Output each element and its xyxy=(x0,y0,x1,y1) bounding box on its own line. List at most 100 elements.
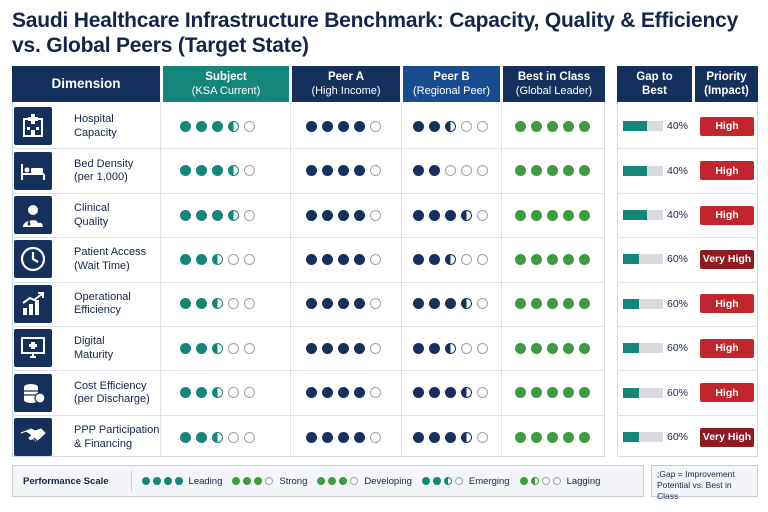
rating-dot xyxy=(429,431,440,443)
dimension-label: Cost Efficiency (per Discharge) xyxy=(74,380,150,407)
legend-dot xyxy=(317,477,326,485)
rating-dot xyxy=(429,253,440,265)
rating-dot xyxy=(461,165,472,177)
legend-dots xyxy=(141,477,183,485)
rating-dot xyxy=(413,342,424,354)
rating-dot xyxy=(338,431,349,443)
rating-dot xyxy=(338,253,349,265)
page-title: Saudi Healthcare Infrastructure Benchmar… xyxy=(12,9,739,57)
dimension-label-line: Capacity xyxy=(74,126,117,139)
priority-badge: Very High xyxy=(700,249,754,269)
rating-dot xyxy=(370,253,381,265)
rating-dot xyxy=(445,165,456,177)
dimension-label-line: Operational xyxy=(74,290,131,303)
gap-value: 60% xyxy=(667,431,689,443)
rating-dot xyxy=(531,431,542,443)
rating-dot xyxy=(413,431,424,443)
header-gap-line2: Best xyxy=(642,85,667,97)
rating-dot xyxy=(563,165,574,177)
rating-dot xyxy=(306,253,317,265)
legend-dots xyxy=(519,477,561,485)
rating-dot xyxy=(579,298,590,310)
rating-dot xyxy=(429,209,440,221)
doctor-icon xyxy=(14,196,52,234)
rating-dot xyxy=(244,387,255,399)
best-in-class-rating xyxy=(515,342,590,354)
rating-dot xyxy=(547,253,558,265)
subject-rating xyxy=(180,298,255,310)
subject-rating xyxy=(180,342,255,354)
rating-dot xyxy=(196,165,207,177)
rating-dot xyxy=(244,342,255,354)
rating-dot xyxy=(212,165,223,177)
row-divider xyxy=(12,370,605,372)
peer-a-rating xyxy=(306,431,381,443)
legend-dot xyxy=(243,477,252,485)
rating-dot xyxy=(370,431,381,443)
rating-dot xyxy=(306,431,317,443)
priority-badge: High xyxy=(700,338,754,358)
rating-dot xyxy=(322,120,333,132)
legend-item: Developing xyxy=(317,476,412,487)
legend-dot xyxy=(339,477,348,485)
legend-dot xyxy=(232,477,241,485)
rating-dot xyxy=(228,342,239,354)
rating-dot xyxy=(413,165,424,177)
legend-dot xyxy=(443,477,452,485)
gap-bar-fill xyxy=(623,298,639,309)
gap-bar-fill xyxy=(623,387,639,398)
rating-dot xyxy=(563,431,574,443)
dimension-label-line: Clinical xyxy=(74,202,110,214)
rating-dot xyxy=(322,165,333,177)
rating-dot xyxy=(531,165,542,177)
subject-rating xyxy=(180,253,255,265)
peer-b-rating xyxy=(413,165,488,177)
rating-dot xyxy=(547,431,558,443)
hospital-icon xyxy=(14,107,52,146)
rating-dot xyxy=(196,209,207,221)
row-divider xyxy=(617,370,758,372)
rating-dot xyxy=(354,209,365,221)
rating-dot xyxy=(228,387,239,399)
rating-dot xyxy=(212,120,223,132)
header-peer-b-line1: Peer B xyxy=(433,71,470,83)
rating-dot xyxy=(322,387,333,399)
gap-bar-fill xyxy=(623,343,639,354)
legend-label: Emerging xyxy=(468,475,510,487)
rating-dot xyxy=(338,165,349,177)
rating-dot xyxy=(515,209,526,221)
rating-dot xyxy=(477,253,488,265)
rating-dot xyxy=(370,298,381,310)
gap-bar xyxy=(623,165,663,176)
dimension-label-line: & Financing xyxy=(74,437,133,450)
peer-a-rating xyxy=(306,165,381,177)
rating-dot xyxy=(228,253,239,265)
legend-label: Leading xyxy=(188,475,223,487)
rating-dot xyxy=(477,342,488,354)
rating-dot xyxy=(180,298,191,310)
rating-dot xyxy=(477,209,488,221)
gap-note: ;Gap = Improvement Potential vs. Best in… xyxy=(651,465,758,501)
dimension-label-line: (per 1,000) xyxy=(74,171,128,184)
header-dimension: Dimension xyxy=(12,66,160,102)
legend-dot xyxy=(174,477,183,485)
header-priority-line1: Priority xyxy=(706,71,747,83)
rating-dot xyxy=(338,298,349,310)
rating-dot xyxy=(547,342,558,354)
rating-dot xyxy=(196,120,207,132)
header-peer-a-line2: (High Income) xyxy=(311,85,381,97)
rating-dot xyxy=(244,209,255,221)
rating-dot xyxy=(515,431,526,443)
rating-dot xyxy=(579,387,590,399)
rating-dot xyxy=(515,120,526,132)
row-divider xyxy=(12,148,605,150)
legend-dot xyxy=(454,477,463,485)
gap-bar xyxy=(623,121,663,132)
dimension-label: Bed Density (per 1,000) xyxy=(74,158,133,185)
rating-dot xyxy=(354,342,365,354)
rating-dot xyxy=(244,165,255,177)
legend-items: Leading Strong Developing Emerging Lagging xyxy=(141,475,611,487)
legend-dot xyxy=(432,477,441,485)
rating-dot xyxy=(461,120,472,132)
legend-label: Lagging xyxy=(566,475,601,487)
